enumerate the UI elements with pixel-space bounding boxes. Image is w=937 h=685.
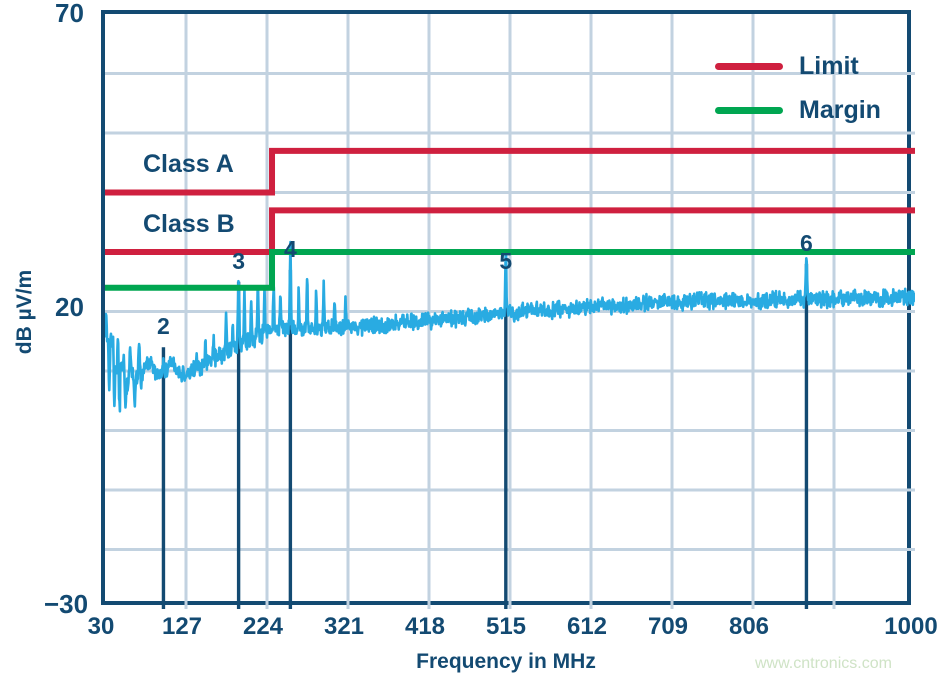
y-tick-label-minus30: −30 xyxy=(44,589,89,619)
plot-area: Limit Margin Class A Class B 2 3 4 5 6 xyxy=(101,10,915,609)
marker-label-5: 5 xyxy=(499,247,513,274)
x-tick-label-709: 709 xyxy=(647,613,689,640)
x-tick-label-612: 612 xyxy=(566,613,608,640)
legend-item-limit: Limit xyxy=(715,44,937,88)
x-tick-label-515: 515 xyxy=(485,613,527,640)
y-tick-label-70: 70 xyxy=(55,0,84,28)
measured-emission-trace xyxy=(105,240,915,413)
marker-label-6: 6 xyxy=(800,229,813,256)
legend-swatch-margin xyxy=(715,106,783,114)
marker-label-3: 3 xyxy=(232,247,245,274)
annotation-class-a: Class A xyxy=(143,150,234,178)
marker-label-2: 2 xyxy=(157,313,170,340)
watermark: www.cntronics.com xyxy=(755,655,892,672)
x-tick-label-30: 30 xyxy=(87,613,115,640)
legend-label-margin: Margin xyxy=(799,95,881,124)
x-tick-label-321: 321 xyxy=(323,613,365,640)
x-tick-label-1000: 1000 xyxy=(884,613,937,640)
x-tick-label-224: 224 xyxy=(242,613,284,640)
limit-lines xyxy=(105,147,915,291)
x-tick-label-418: 418 xyxy=(404,613,446,640)
x-tick-label-806: 806 xyxy=(728,613,770,640)
legend-item-margin: Margin xyxy=(715,88,937,132)
y-axis-title: dB µV/m xyxy=(13,269,36,355)
legend-label-limit: Limit xyxy=(799,51,859,80)
annotation-class-b: Class B xyxy=(143,210,235,238)
chart-legend: Limit Margin xyxy=(715,44,937,132)
x-tick-label-127: 127 xyxy=(161,613,203,640)
x-axis-title: Frequency in MHz xyxy=(416,650,596,673)
legend-swatch-limit xyxy=(715,62,783,70)
y-tick-label-20: 20 xyxy=(55,292,84,322)
marker-label-4: 4 xyxy=(283,235,297,262)
